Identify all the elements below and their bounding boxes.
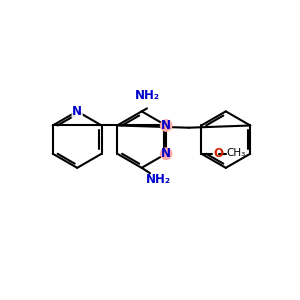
Text: N: N	[161, 147, 171, 160]
Text: CH₃: CH₃	[226, 148, 246, 158]
Text: O: O	[214, 147, 224, 160]
Text: NH₂: NH₂	[146, 172, 170, 186]
Circle shape	[160, 120, 172, 131]
Text: NH₂: NH₂	[134, 88, 160, 101]
Circle shape	[160, 148, 172, 159]
Text: N: N	[72, 105, 82, 118]
Text: N: N	[161, 119, 171, 132]
